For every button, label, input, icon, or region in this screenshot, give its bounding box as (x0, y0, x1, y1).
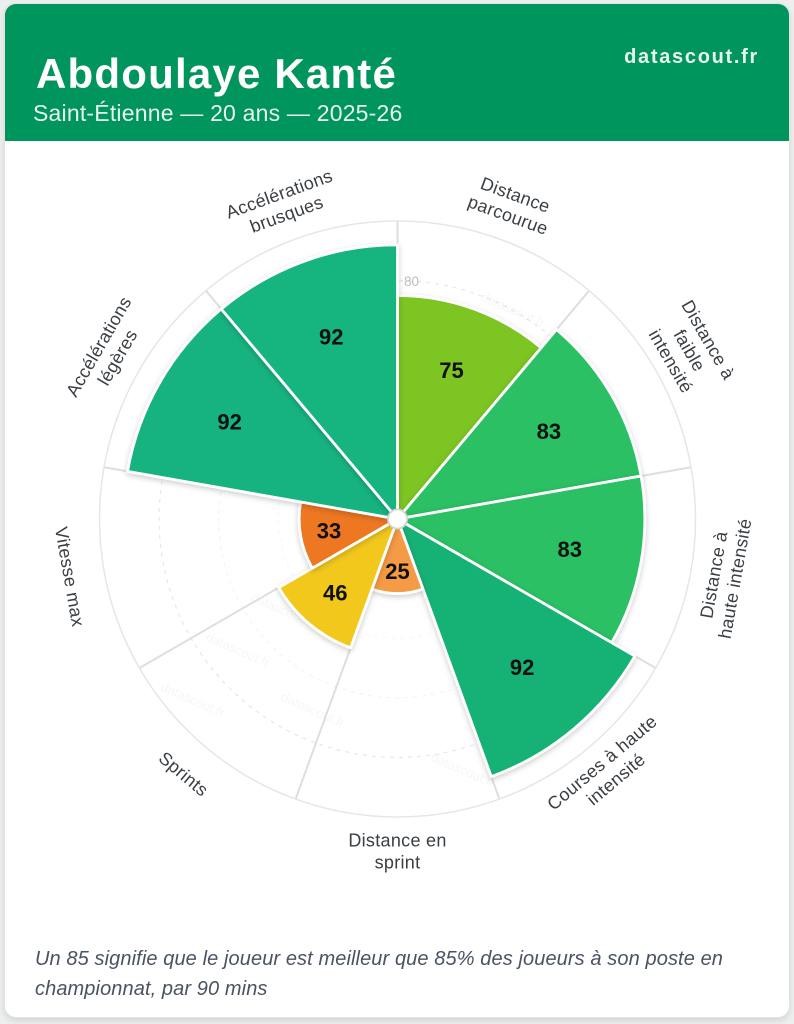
svg-text:92: 92 (217, 410, 241, 435)
svg-text:25: 25 (385, 559, 409, 584)
svg-text:Accélérationsbrusques: Accélérationsbrusques (223, 166, 342, 243)
svg-text:Vitesse max: Vitesse max (51, 525, 88, 628)
svg-text:75: 75 (439, 358, 463, 383)
svg-text:datascout.fr: datascout.fr (159, 679, 228, 721)
svg-text:92: 92 (319, 324, 343, 349)
svg-text:Distance àhaute intensité: Distance àhaute intensité (693, 513, 755, 640)
svg-text:80: 80 (404, 274, 419, 289)
svg-text:92: 92 (510, 655, 534, 680)
svg-text:Sprints: Sprints (155, 748, 212, 801)
svg-text:Distanceparcourue: Distanceparcourue (465, 171, 558, 239)
svg-text:83: 83 (537, 419, 561, 444)
svg-text:83: 83 (557, 537, 581, 562)
svg-text:46: 46 (323, 581, 347, 606)
svg-text:Accélérationslégères: Accélérationslégères (62, 293, 154, 411)
svg-text:Distance àfaibleintensité: Distance àfaibleintensité (640, 297, 739, 405)
svg-text:33: 33 (317, 519, 341, 544)
svg-text:datascout.fr: datascout.fr (279, 689, 348, 731)
